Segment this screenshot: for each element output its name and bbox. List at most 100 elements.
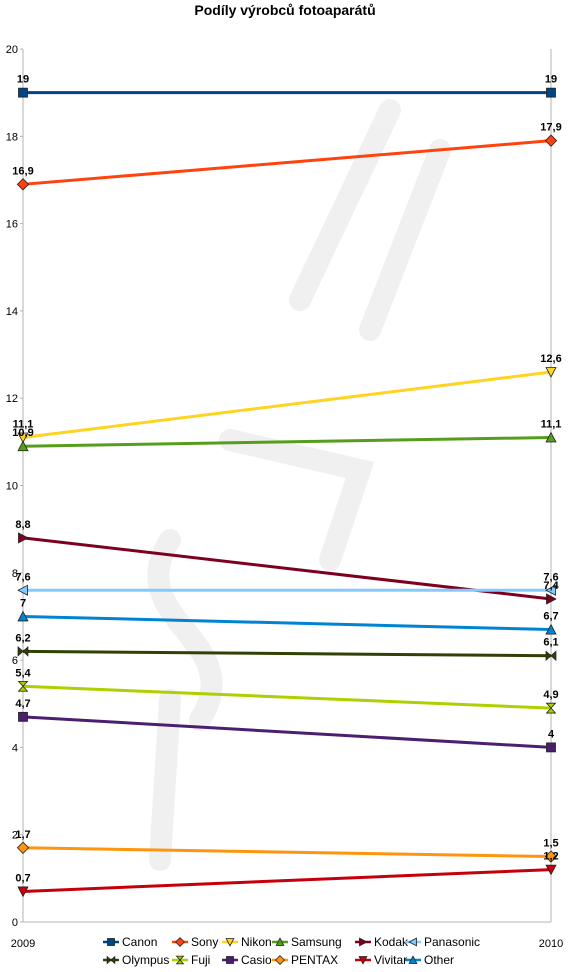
legend-item-fuji: Fuji xyxy=(172,953,210,967)
series-casio xyxy=(18,711,556,753)
data-label-pentax: 1,5 xyxy=(543,838,558,850)
legend-label: Kodak xyxy=(374,935,409,949)
series-line-nikon xyxy=(22,370,552,439)
data-point-pentax xyxy=(544,850,558,863)
series-pentax xyxy=(16,841,558,863)
data-point-vivitar xyxy=(17,886,29,898)
series-other xyxy=(17,610,557,635)
series-kodak xyxy=(18,532,557,605)
series-sony xyxy=(16,134,558,191)
data-point-vivitar xyxy=(545,864,557,876)
series-line-pentax xyxy=(22,846,552,859)
legend-label: Nikon xyxy=(241,935,272,949)
data-point-olympus xyxy=(545,650,557,662)
data-point-other xyxy=(545,623,557,635)
series-vivitar xyxy=(17,864,557,898)
data-label-nikon: 12,6 xyxy=(540,353,561,365)
series-fuji xyxy=(17,680,557,714)
y-tick-label: 8 xyxy=(12,568,18,580)
legend-item-samsung: Samsung xyxy=(272,935,342,949)
data-label-olympus: 6,2 xyxy=(15,632,30,644)
legend-marker xyxy=(408,955,418,964)
legend-label: Fuji xyxy=(191,953,210,967)
legend-marker xyxy=(275,955,285,965)
y-tick-label: 2 xyxy=(12,830,18,842)
chart-title: Podíly výrobců fotoaparátů xyxy=(194,2,376,18)
y-tick-label: 18 xyxy=(6,131,18,143)
y-tick-label: 20 xyxy=(6,44,18,56)
legend-label: Vivitar xyxy=(374,953,407,967)
x-tick-label: 2009 xyxy=(11,938,35,950)
legend-label: Samsung xyxy=(291,935,342,949)
data-point-nikon xyxy=(17,432,29,444)
data-label-vivitar: 0,7 xyxy=(15,872,30,884)
data-label-sony: 16,9 xyxy=(12,165,33,177)
legend-item-other: Other xyxy=(405,953,454,967)
y-tick-label: 16 xyxy=(6,219,18,231)
data-point-other xyxy=(17,610,29,622)
series-line-other xyxy=(22,614,552,632)
data-label-olympus: 6,1 xyxy=(543,637,558,649)
legend-label: PENTAX xyxy=(291,953,338,967)
data-point-nikon xyxy=(545,367,557,378)
data-point-samsung xyxy=(17,440,29,452)
legend-label: Other xyxy=(424,953,454,967)
y-tick-label: 4 xyxy=(12,742,18,754)
axes: 0 2 4 6 8 10 12 14 16 18 20 2009 2010 xyxy=(6,44,563,950)
series-line-vivitar xyxy=(22,868,552,893)
legend-item-pentax: PENTAX xyxy=(272,953,338,967)
data-label-samsung: 10,9 xyxy=(12,427,33,439)
y-tick-label: 12 xyxy=(6,393,18,405)
legend-marker xyxy=(275,937,285,946)
data-label-canon: 19 xyxy=(17,74,29,86)
data-label-fuji: 4,9 xyxy=(543,689,558,701)
legend-label: Olympus xyxy=(122,953,169,967)
legend-item-canon: Canon xyxy=(103,935,157,949)
legend-marker xyxy=(175,937,185,947)
data-label-fuji: 5,4 xyxy=(15,667,31,679)
data-label-casio: 4,7 xyxy=(15,698,30,710)
legend-marker xyxy=(107,938,115,946)
legend: Canon Sony Nikon Samsung Kodak Panasonic Olymp… xyxy=(103,935,480,967)
data-point-pentax xyxy=(16,841,30,854)
legend-item-panasonic: Panasonic xyxy=(405,935,480,949)
data-label-samsung: 11,1 xyxy=(541,418,562,430)
data-point-kodak xyxy=(546,593,557,605)
legend-item-casio: Casio xyxy=(222,953,272,967)
data-label-panasonic: 7,6 xyxy=(15,571,30,583)
data-label-kodak: 8,8 xyxy=(15,519,30,531)
series-samsung xyxy=(17,431,557,452)
legend-label: Canon xyxy=(122,935,157,949)
data-label-nikon: 11,1 xyxy=(13,418,34,430)
data-label-sony: 17,9 xyxy=(540,122,561,134)
data-label-other: 6,7 xyxy=(543,611,558,623)
legend-marker xyxy=(106,955,116,965)
series-canon xyxy=(18,87,556,98)
data-point-fuji xyxy=(17,680,29,692)
series-line-fuji xyxy=(22,684,552,710)
series-line-samsung xyxy=(22,435,552,448)
series-line-sony xyxy=(22,139,552,186)
series-layer xyxy=(16,87,558,898)
y-tick-label: 0 xyxy=(12,917,18,929)
legend-label: Casio xyxy=(241,953,272,967)
legend-item-sony: Sony xyxy=(172,935,218,949)
series-line-olympus xyxy=(22,649,552,658)
series-line-casio xyxy=(22,715,552,749)
legend-item-vivitar: Vivitar xyxy=(355,953,407,967)
data-point-panasonic xyxy=(17,584,28,596)
legend-item-nikon: Nikon xyxy=(222,935,272,949)
series-olympus xyxy=(17,645,557,662)
data-label-canon: 19 xyxy=(545,74,557,86)
data-label-other: 7 xyxy=(20,597,26,609)
data-label-panasonic: 7,6 xyxy=(543,571,558,583)
legend-marker xyxy=(226,956,234,964)
data-point-casio xyxy=(546,742,556,753)
legend-item-olympus: Olympus xyxy=(103,953,169,967)
x-tick-label: 2010 xyxy=(539,938,563,950)
data-label-vivitar: 1,2 xyxy=(543,851,558,863)
series-nikon xyxy=(17,367,557,444)
legend-item-kodak: Kodak xyxy=(355,935,409,949)
